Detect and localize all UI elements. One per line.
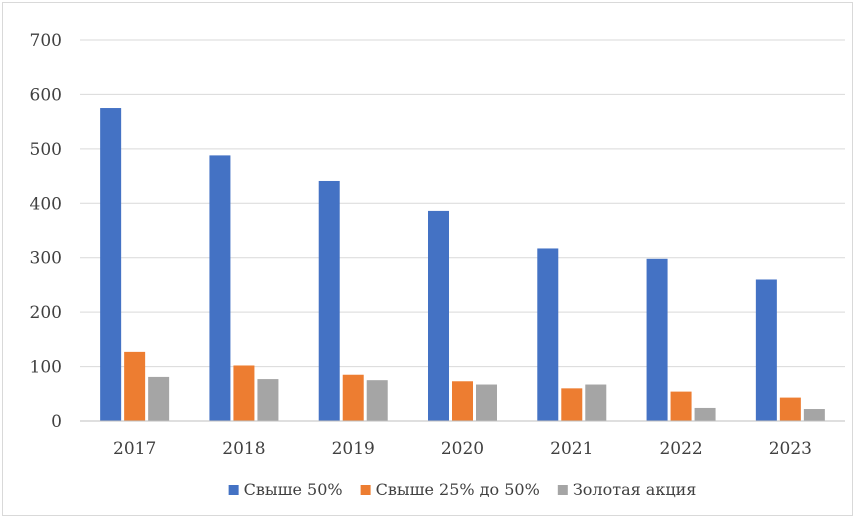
y-tick-label: 600 — [30, 85, 62, 105]
legend-label: Свыше 50% — [244, 480, 343, 499]
bar-2022-series-2 — [694, 407, 716, 421]
bar-2018-series-1 — [233, 365, 255, 421]
x-tick-label: 2017 — [113, 439, 156, 459]
y-axis-ticks: 0 100 200 300 400 500 600 700 — [30, 31, 62, 432]
x-tick-label: 2022 — [659, 439, 702, 459]
bar-2020-series-0 — [428, 210, 449, 421]
legend: Свыше 50% Свыше 25% до 50% Золотая акция — [228, 480, 697, 499]
gridlines — [80, 39, 845, 368]
legend-item: Свыше 25% до 50% — [360, 480, 540, 499]
legend-swatch — [228, 485, 239, 495]
legend-item: Свыше 50% — [228, 480, 343, 499]
bar-2021-series-0 — [537, 248, 559, 421]
bars — [100, 108, 825, 422]
bar-2017-series-1 — [124, 351, 146, 421]
x-tick-label: 2018 — [222, 439, 265, 459]
bar-2022-series-1 — [670, 391, 692, 421]
y-tick-label: 700 — [30, 31, 62, 51]
y-tick-label: 0 — [51, 412, 62, 432]
bar-2018-series-0 — [209, 155, 231, 422]
bar-2021-series-2 — [585, 384, 607, 421]
bar-2017-series-0 — [100, 108, 122, 422]
x-tick-label: 2021 — [550, 439, 593, 459]
bar-2019-series-2 — [366, 380, 388, 421]
y-tick-label: 300 — [30, 249, 62, 269]
x-axis-ticks: 2017 2018 2019 2020 2021 2022 2023 — [113, 439, 812, 459]
bar-2023-series-0 — [755, 279, 777, 421]
bar-2022-series-0 — [646, 258, 668, 421]
legend-item: Золотая акция — [557, 480, 697, 499]
x-tick-label: 2020 — [441, 439, 484, 459]
bar-2020-series-1 — [452, 381, 473, 421]
y-tick-label: 500 — [30, 140, 62, 160]
y-tick-label: 400 — [30, 194, 62, 214]
x-tick-label: 2019 — [332, 439, 375, 459]
y-tick-label: 100 — [30, 358, 62, 378]
x-tick-label: 2023 — [769, 439, 812, 459]
y-tick-label: 200 — [30, 303, 62, 323]
legend-label: Свыше 25% до 50% — [376, 480, 540, 499]
bar-2019-series-0 — [318, 180, 340, 421]
bar-2023-series-1 — [779, 397, 801, 421]
bar-2018-series-2 — [257, 379, 279, 421]
bar-2020-series-2 — [476, 384, 497, 421]
legend-swatch — [360, 485, 371, 495]
bar-2019-series-1 — [342, 374, 364, 421]
bar-2021-series-1 — [561, 388, 583, 421]
bar-2017-series-2 — [148, 376, 170, 421]
legend-label: Золотая акция — [573, 480, 697, 499]
bar-2023-series-2 — [803, 409, 825, 421]
legend-swatch — [557, 485, 568, 495]
